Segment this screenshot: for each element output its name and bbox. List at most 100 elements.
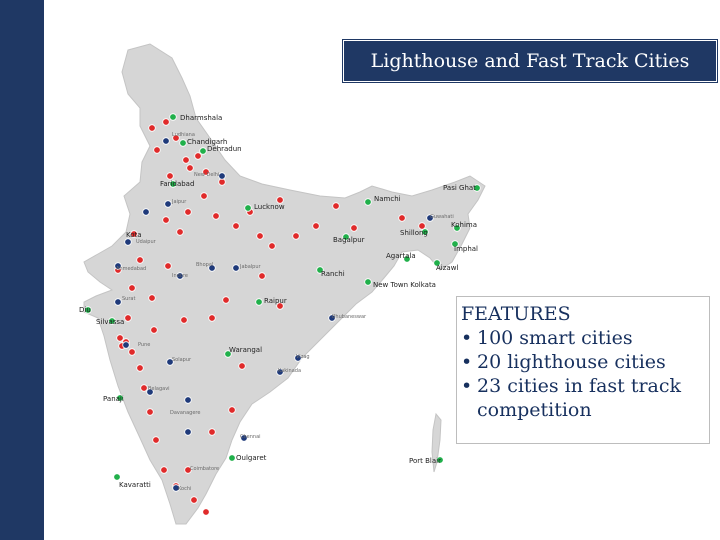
lighthouse-city-marker: [453, 224, 461, 232]
minor-city-label: New Delhi: [194, 172, 219, 178]
city-label: Aizawl: [436, 264, 458, 272]
city-label: Panaji: [103, 395, 124, 403]
fast-track-city-marker: [153, 146, 161, 154]
fast-track-city-marker: [232, 222, 240, 230]
fast-track-city-marker: [312, 222, 320, 230]
city-label: Lucknow: [254, 203, 285, 211]
city-label: Oulgaret: [236, 454, 267, 462]
fast-track-city-marker: [268, 242, 276, 250]
minor-city-label: Kochi: [178, 486, 191, 492]
other-city-marker: [162, 137, 170, 145]
fast-track-city-marker: [116, 334, 124, 342]
other-city-marker: [124, 238, 132, 246]
lighthouse-city-marker: [364, 278, 372, 286]
fast-track-city-marker: [258, 272, 266, 280]
other-city-marker: [232, 264, 240, 272]
city-label: Kohima: [451, 221, 477, 229]
features-box: FEATURES • 100 smart cities • 20 lighthous…: [456, 296, 710, 444]
minor-city-label: Coimbatore: [190, 466, 219, 472]
fast-track-city-marker: [222, 296, 230, 304]
lighthouse-city-marker: [84, 306, 92, 314]
other-city-marker: [218, 172, 226, 180]
minor-city-label: Udaipur: [136, 239, 157, 245]
fast-track-city-marker: [124, 314, 132, 322]
fast-track-city-marker: [276, 196, 284, 204]
fast-track-city-marker: [212, 212, 220, 220]
other-city-marker: [164, 200, 172, 208]
city-label: Dharmshala: [180, 114, 222, 122]
island-outline: [431, 412, 442, 473]
feature-item: • 20 lighthouse cities: [461, 350, 709, 374]
fast-track-city-marker: [332, 202, 340, 210]
other-city-marker: [176, 272, 184, 280]
city-label: Raipur: [264, 297, 287, 305]
fast-track-city-marker: [208, 428, 216, 436]
other-city-marker: [122, 341, 130, 349]
minor-city-label: Chennai: [240, 434, 261, 440]
fast-track-city-marker: [160, 466, 168, 474]
left-accent-bar: [0, 0, 44, 540]
minor-city-label: Belagavi: [148, 386, 170, 392]
minor-city-label: Solapur: [172, 357, 192, 363]
fast-track-city-marker: [184, 208, 192, 216]
fast-track-city-marker: [256, 232, 264, 240]
minor-city-label: Indore: [172, 273, 188, 279]
lighthouse-city-marker: [316, 266, 324, 274]
city-label: Warangal: [229, 346, 262, 354]
fast-track-city-marker: [180, 316, 188, 324]
city-label: Kavaratti: [119, 481, 151, 489]
other-city-marker: [240, 434, 248, 442]
fast-track-city-marker: [182, 156, 190, 164]
lighthouse-city-marker: [169, 113, 177, 121]
fast-track-city-marker: [128, 284, 136, 292]
features-heading: FEATURES: [461, 303, 571, 325]
city-label: Faridabad: [160, 180, 194, 188]
other-city-marker: [184, 396, 192, 404]
other-city-marker: [114, 298, 122, 306]
city-label: Port Blair: [409, 457, 441, 465]
fast-track-city-marker: [208, 314, 216, 322]
fast-track-city-marker: [186, 164, 194, 172]
lighthouse-city-marker: [116, 394, 124, 402]
fast-track-city-marker: [350, 224, 358, 232]
fast-track-city-marker: [184, 466, 192, 474]
fast-track-city-marker: [162, 216, 170, 224]
fast-track-city-marker: [164, 262, 172, 270]
minor-city-label: Ludhiana: [172, 132, 195, 138]
feature-item: • 23 cities in fast track competition: [461, 374, 709, 422]
city-label: Agartala: [386, 252, 416, 260]
other-city-marker: [184, 428, 192, 436]
city-label: Kota: [126, 231, 142, 239]
city-label: New Town Kolkata: [373, 281, 436, 289]
lighthouse-city-marker: [436, 456, 444, 464]
minor-city-label: Guwahati: [430, 214, 454, 220]
fast-track-city-marker: [148, 124, 156, 132]
minor-city-label: Davanagere: [170, 410, 200, 416]
city-label: Dehradun: [207, 145, 242, 153]
fast-track-city-marker: [166, 172, 174, 180]
minor-city-label: Ahmedabad: [116, 266, 146, 272]
other-city-marker: [426, 214, 434, 222]
other-city-marker: [142, 208, 150, 216]
fast-track-city-marker: [152, 436, 160, 444]
city-label: Chandigarh: [187, 138, 227, 146]
feature-item: • 100 smart cities: [461, 326, 709, 350]
lighthouse-city-marker: [224, 350, 232, 358]
india-mainland-outline: [83, 43, 486, 525]
page-title: Lighthouse and Fast Track Cities: [342, 39, 718, 83]
other-city-marker: [294, 354, 302, 362]
minor-city-label: Bhubaneswar: [332, 314, 367, 320]
city-label: Silvassa: [96, 318, 124, 326]
lighthouse-city-marker: [228, 454, 236, 462]
lighthouse-city-marker: [473, 184, 481, 192]
other-city-marker: [146, 388, 154, 396]
fast-track-city-marker: [150, 326, 158, 334]
city-label: Namchi: [374, 195, 401, 203]
lighthouse-city-marker: [199, 147, 207, 155]
fast-track-city-marker: [238, 362, 246, 370]
fast-track-city-marker: [228, 406, 236, 414]
fast-track-city-marker: [172, 134, 180, 142]
lighthouse-city-marker: [108, 317, 116, 325]
minor-city-label: Kakinada: [278, 368, 301, 374]
fast-track-city-marker: [146, 408, 154, 416]
